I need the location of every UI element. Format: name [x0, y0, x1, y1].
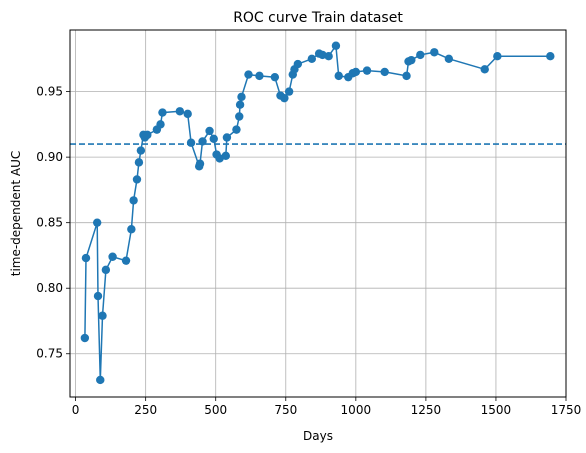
data-point — [284, 87, 294, 96]
y-tick-label: 0.75 — [36, 347, 63, 361]
data-point — [244, 70, 253, 79]
data-point — [362, 66, 372, 75]
y-tick-label: 0.95 — [36, 85, 63, 99]
x-tick-label: 1750 — [551, 403, 582, 417]
x-tick-label: 1500 — [481, 403, 512, 417]
data-point — [546, 52, 555, 61]
data-point — [221, 151, 231, 161]
data-point — [198, 137, 207, 146]
x-tick-label: 250 — [134, 403, 157, 417]
data-point — [237, 92, 246, 102]
data-point — [132, 175, 142, 184]
x-tick-label: 500 — [204, 403, 227, 417]
data-point — [121, 256, 131, 265]
data-point — [444, 54, 454, 64]
y-tick-label: 0.80 — [36, 281, 63, 295]
data-point — [101, 265, 111, 275]
y-axis-label: time-dependent AUC — [9, 151, 23, 277]
data-point — [380, 67, 389, 77]
x-tick-label: 1000 — [341, 403, 372, 417]
data-point — [416, 50, 425, 60]
data-point — [235, 100, 245, 109]
data-point — [134, 158, 144, 167]
data-point — [92, 218, 102, 227]
data-point — [143, 130, 152, 140]
data-point — [430, 48, 439, 57]
data-point — [402, 71, 411, 81]
data-point — [331, 41, 341, 50]
data-point — [129, 196, 138, 205]
data-point — [81, 253, 91, 263]
data-point — [232, 125, 241, 134]
data-point — [407, 55, 416, 65]
data-point — [136, 146, 146, 155]
data-point — [186, 138, 196, 147]
axis-ticks: 0 250 500 750 1000 1250 1500 1750 0.75 0.80 0.85 0.… — [36, 85, 581, 417]
data-point — [80, 333, 90, 343]
data-point — [175, 107, 185, 116]
data-point — [205, 126, 214, 136]
data-point — [98, 311, 107, 320]
data-point — [235, 112, 244, 121]
data-point — [108, 252, 117, 261]
data-point — [324, 52, 333, 61]
chart-title: ROC curve Train dataset — [233, 10, 403, 26]
plot-area-frame — [69, 29, 567, 398]
data-point — [351, 67, 361, 77]
y-tick-label: 0.90 — [36, 150, 63, 164]
data-point — [96, 375, 105, 385]
x-tick-label: 1250 — [411, 403, 442, 417]
data-point — [127, 225, 136, 234]
series-group — [80, 41, 555, 385]
x-axis-label: Days — [303, 429, 333, 443]
data-point — [280, 93, 289, 103]
y-tick-label: 0.85 — [36, 216, 63, 230]
data-point — [183, 109, 192, 119]
data-point — [222, 133, 232, 142]
data-point — [158, 108, 167, 117]
data-point — [480, 65, 489, 74]
data-point — [93, 291, 103, 301]
data-point — [195, 159, 205, 168]
data-point — [270, 72, 280, 82]
data-point — [493, 52, 502, 61]
data-point — [293, 59, 303, 69]
data-point — [255, 71, 264, 81]
x-tick-label: 750 — [274, 403, 297, 417]
data-point — [209, 134, 218, 143]
data-point — [307, 54, 317, 64]
data-point — [156, 120, 165, 129]
x-tick-label: 0 — [72, 403, 80, 417]
data-point — [334, 71, 343, 81]
